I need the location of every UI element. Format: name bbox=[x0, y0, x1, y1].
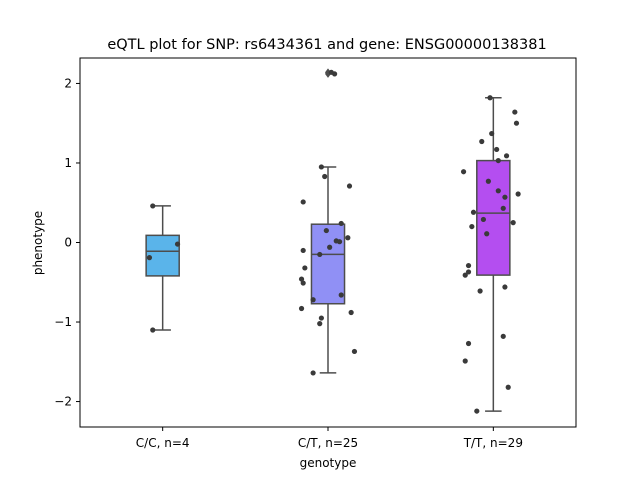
x-axis: C/C, n=4 C/T, n=25 T/T, n=29 bbox=[136, 427, 523, 450]
data-point bbox=[465, 262, 472, 269]
data-point bbox=[485, 178, 491, 184]
data-point bbox=[150, 203, 156, 209]
data-point bbox=[150, 327, 156, 333]
data-point bbox=[462, 272, 468, 278]
data-point bbox=[310, 370, 316, 376]
jitter-points bbox=[298, 69, 358, 376]
data-point bbox=[338, 220, 344, 227]
data-point bbox=[174, 241, 181, 247]
plot-area bbox=[145, 68, 521, 414]
data-point bbox=[300, 280, 306, 286]
outlier-marker bbox=[325, 68, 331, 77]
chart-title: eQTL plot for SNP: rs6434361 and gene: E… bbox=[107, 37, 546, 53]
data-point bbox=[338, 292, 344, 298]
data-point bbox=[465, 340, 472, 347]
data-point bbox=[484, 231, 490, 237]
data-point bbox=[487, 95, 493, 101]
iqr-box bbox=[145, 234, 180, 277]
jitter-points bbox=[460, 95, 521, 414]
data-point bbox=[495, 188, 501, 194]
x-tick-label: C/T, n=25 bbox=[298, 436, 358, 450]
data-point bbox=[146, 255, 153, 261]
data-point bbox=[462, 358, 468, 364]
data-point bbox=[470, 209, 477, 215]
data-point bbox=[348, 309, 354, 316]
data-point bbox=[474, 408, 480, 414]
box-group bbox=[310, 68, 346, 374]
data-point bbox=[512, 109, 518, 115]
data-point bbox=[327, 244, 333, 250]
iqr-box bbox=[476, 159, 511, 276]
data-point bbox=[346, 183, 353, 189]
data-point bbox=[495, 157, 501, 164]
data-point bbox=[298, 305, 305, 312]
data-point bbox=[317, 321, 323, 327]
data-point bbox=[477, 288, 483, 294]
data-point bbox=[322, 173, 328, 180]
data-point bbox=[465, 269, 472, 275]
data-point bbox=[345, 235, 351, 241]
data-point bbox=[333, 238, 339, 244]
box-group bbox=[145, 205, 180, 331]
data-point bbox=[323, 227, 329, 234]
data-point bbox=[310, 297, 316, 303]
x-tick-label: T/T, n=29 bbox=[463, 436, 523, 450]
data-point bbox=[505, 384, 511, 390]
jitter-points bbox=[146, 203, 181, 333]
data-point bbox=[500, 205, 506, 211]
y-axis-label: phenotype bbox=[31, 211, 45, 275]
y-tick-label: −2 bbox=[54, 395, 72, 409]
y-tick-label: −1 bbox=[54, 315, 72, 329]
box-group bbox=[476, 97, 511, 412]
y-tick-label: 1 bbox=[64, 156, 72, 170]
data-point bbox=[480, 216, 487, 223]
y-tick-label: 2 bbox=[64, 76, 72, 90]
data-point bbox=[318, 315, 324, 321]
data-point bbox=[469, 223, 475, 230]
data-point bbox=[502, 284, 508, 290]
data-point bbox=[513, 120, 520, 126]
x-tick-label: C/C, n=4 bbox=[136, 436, 190, 450]
data-point bbox=[298, 276, 305, 282]
data-point bbox=[502, 194, 508, 200]
y-axis: 2 1 0 −1 −2 bbox=[54, 76, 80, 409]
data-point bbox=[494, 146, 500, 153]
data-point bbox=[332, 71, 338, 77]
data-point bbox=[300, 247, 306, 254]
data-point bbox=[302, 265, 308, 271]
data-point bbox=[318, 164, 324, 170]
data-point bbox=[500, 333, 506, 339]
data-point bbox=[460, 169, 467, 175]
data-point bbox=[351, 348, 358, 355]
data-point bbox=[317, 251, 323, 258]
data-point bbox=[489, 130, 495, 137]
iqr-box bbox=[310, 223, 346, 305]
data-point bbox=[300, 199, 306, 205]
y-tick-label: 0 bbox=[64, 236, 72, 250]
data-point bbox=[510, 220, 516, 226]
data-point bbox=[479, 138, 485, 145]
data-point bbox=[515, 191, 521, 197]
data-point bbox=[503, 153, 510, 159]
x-axis-label: genotype bbox=[300, 456, 357, 470]
